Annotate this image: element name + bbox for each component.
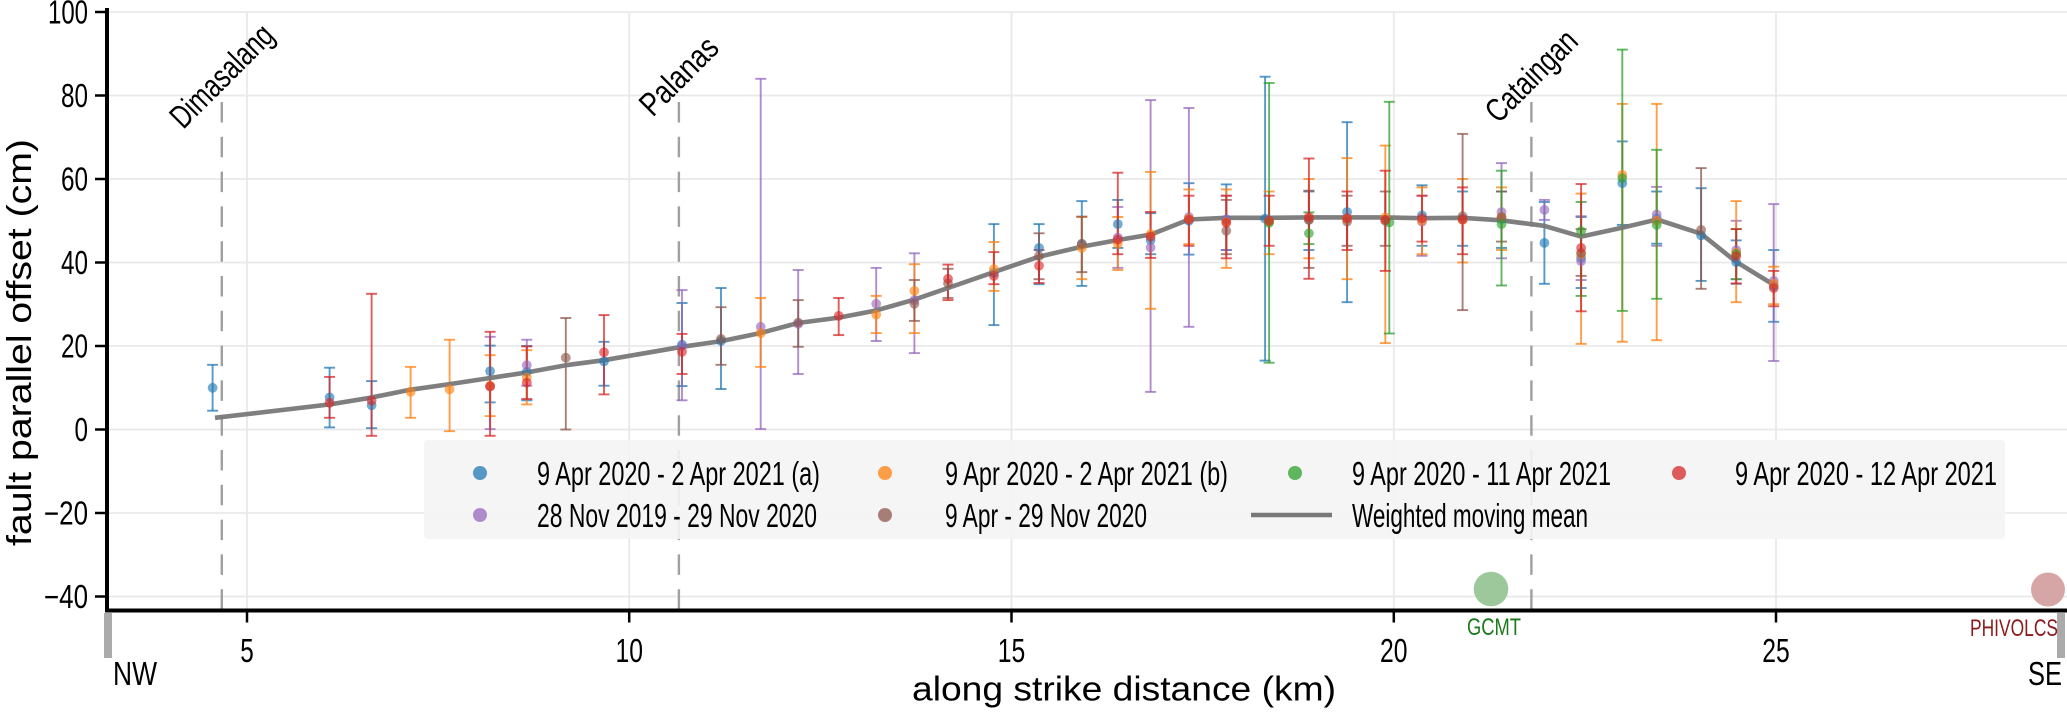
svg-text:10: 10 xyxy=(616,632,644,669)
svg-text:Weighted moving mean: Weighted moving mean xyxy=(1352,497,1588,534)
svg-text:40: 40 xyxy=(61,244,88,281)
svg-text:15: 15 xyxy=(998,632,1026,669)
svg-text:28 Nov 2019 - 29 Nov 2020: 28 Nov 2019 - 29 Nov 2020 xyxy=(537,497,817,534)
svg-text:60: 60 xyxy=(61,161,88,198)
svg-text:−40: −40 xyxy=(44,578,88,615)
svg-text:25: 25 xyxy=(1762,632,1790,669)
svg-text:80: 80 xyxy=(61,77,88,114)
svg-text:−20: −20 xyxy=(44,495,88,532)
svg-text:9 Apr 2020 - 11 Apr 2021: 9 Apr 2020 - 11 Apr 2021 xyxy=(1352,455,1611,492)
svg-text:9 Apr - 29 Nov 2020: 9 Apr - 29 Nov 2020 xyxy=(945,497,1147,534)
svg-text:GCMT: GCMT xyxy=(1467,614,1521,641)
svg-text:20: 20 xyxy=(61,328,88,365)
svg-text:9 Apr 2020 - 2 Apr 2021 (b): 9 Apr 2020 - 2 Apr 2021 (b) xyxy=(945,455,1228,492)
svg-text:100: 100 xyxy=(48,0,88,31)
svg-text:NW: NW xyxy=(113,655,158,692)
svg-text:9 Apr 2020 - 2 Apr 2021 (a): 9 Apr 2020 - 2 Apr 2021 (a) xyxy=(537,455,820,492)
svg-text:fault parallel offset (cm): fault parallel offset (cm) xyxy=(1,139,39,546)
svg-text:0: 0 xyxy=(75,411,89,448)
svg-text:along strike distance (km): along strike distance (km) xyxy=(912,671,1336,709)
svg-text:SE: SE xyxy=(2028,655,2062,692)
svg-text:5: 5 xyxy=(240,632,254,669)
svg-text:20: 20 xyxy=(1380,632,1408,669)
svg-text:PHIVOLCS: PHIVOLCS xyxy=(1970,615,2058,642)
svg-text:9 Apr 2020 - 12 Apr 2021: 9 Apr 2020 - 12 Apr 2021 xyxy=(1735,455,1997,492)
